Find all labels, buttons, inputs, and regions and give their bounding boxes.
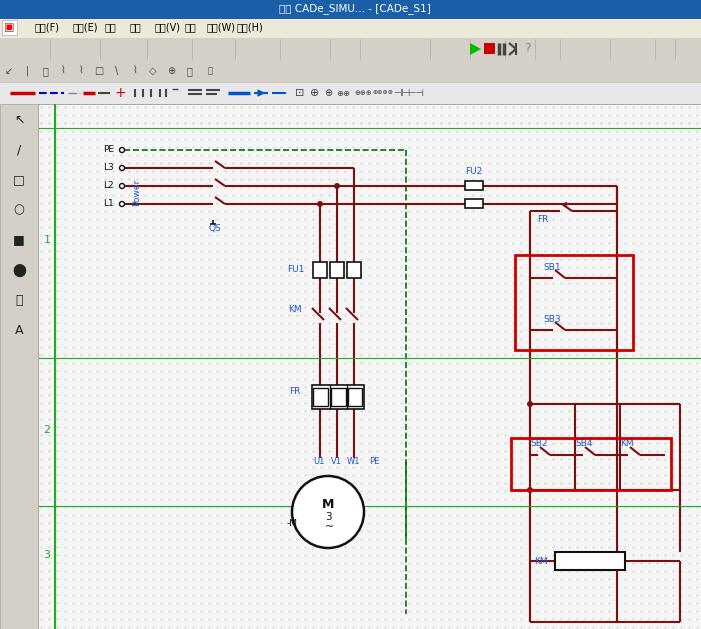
Text: PE: PE (369, 457, 379, 467)
Text: 显示: 显示 (185, 22, 197, 32)
Bar (347, 262, 361, 278)
Circle shape (119, 165, 125, 170)
Circle shape (119, 184, 125, 189)
Circle shape (317, 201, 323, 207)
Bar (38, 104, 701, 629)
Bar (0, 82, 701, 104)
Bar (313, 388, 328, 406)
Bar (313, 262, 327, 278)
Text: ⎯: ⎯ (186, 66, 192, 76)
Circle shape (527, 401, 533, 407)
Text: ◇: ◇ (149, 66, 157, 76)
Text: ⌒: ⌒ (42, 66, 48, 76)
Text: ⌇: ⌇ (132, 66, 137, 76)
Text: M: M (322, 498, 334, 511)
Text: FR: FR (537, 216, 548, 225)
Text: ⊡: ⊡ (295, 88, 305, 98)
Circle shape (527, 487, 533, 493)
Circle shape (119, 201, 125, 206)
Text: 关于 CADe_SIMU... - [CADe_S1]: 关于 CADe_SIMU... - [CADe_S1] (279, 4, 431, 14)
Text: -M: -M (287, 520, 298, 528)
Text: SB1: SB1 (543, 262, 561, 272)
Bar (0, 19, 701, 38)
Text: ~: ~ (325, 522, 334, 532)
Text: A: A (15, 323, 23, 337)
Text: FR: FR (289, 387, 300, 396)
Text: |: | (25, 66, 29, 76)
Text: SB2: SB2 (530, 438, 547, 447)
Text: U1: U1 (313, 457, 325, 467)
Text: ⊢⊣: ⊢⊣ (407, 88, 425, 98)
Text: ↖: ↖ (14, 113, 25, 126)
Text: Power: Power (132, 179, 142, 206)
Bar (312, 385, 364, 409)
Bar (0, 60, 701, 82)
Bar (0, 104, 38, 629)
Text: ⌇: ⌇ (79, 66, 83, 76)
Circle shape (119, 147, 125, 152)
Bar (0, 0, 701, 19)
Text: □: □ (13, 174, 25, 187)
Text: 2: 2 (43, 425, 50, 435)
Text: W1: W1 (346, 457, 360, 467)
Text: KM: KM (534, 557, 548, 565)
Text: ⬤: ⬤ (12, 264, 26, 277)
Polygon shape (470, 43, 481, 55)
Text: ↙: ↙ (5, 66, 13, 76)
Text: 查看(V): 查看(V) (155, 22, 181, 32)
Text: ▣: ▣ (4, 22, 14, 32)
Circle shape (292, 476, 364, 548)
Text: SB3: SB3 (543, 314, 561, 323)
Text: QS: QS (209, 223, 222, 233)
Text: FU2: FU2 (465, 167, 482, 175)
Text: ⊣⊢: ⊣⊢ (393, 88, 411, 98)
Bar (555, 552, 625, 570)
Text: +: + (114, 86, 125, 100)
Text: ⊕: ⊕ (167, 66, 175, 76)
Text: 帮助(H): 帮助(H) (237, 22, 264, 32)
Text: ⊕⊕: ⊕⊕ (336, 89, 350, 97)
Bar (515, 255, 633, 350)
Text: /: / (17, 143, 21, 157)
Bar (484, 43, 495, 54)
Text: SB4: SB4 (575, 438, 592, 447)
Text: FU1: FU1 (287, 265, 305, 274)
Text: V1: V1 (330, 457, 341, 467)
Text: PE: PE (103, 145, 114, 155)
Text: KM: KM (288, 306, 302, 314)
Text: ⊕⊕⊕: ⊕⊕⊕ (354, 90, 372, 96)
Text: 窗口(W): 窗口(W) (207, 22, 236, 32)
Bar (331, 388, 346, 406)
Bar (330, 262, 344, 278)
Text: 1: 1 (43, 235, 50, 245)
Text: ⌇: ⌇ (60, 66, 65, 76)
Circle shape (334, 183, 340, 189)
Text: ○: ○ (13, 204, 25, 216)
Text: 绘图: 绘图 (105, 22, 117, 32)
Text: 编辑(E): 编辑(E) (73, 22, 99, 32)
Text: 文件(F): 文件(F) (35, 22, 60, 32)
Bar (465, 199, 483, 208)
Text: 模拟: 模拟 (130, 22, 142, 32)
Text: KM: KM (620, 438, 634, 447)
Text: 3: 3 (43, 550, 50, 560)
Text: \: \ (116, 66, 118, 76)
Text: 🖊: 🖊 (15, 294, 22, 306)
Text: L2: L2 (103, 182, 114, 191)
Bar (348, 388, 362, 406)
Bar (511, 438, 671, 490)
Text: ■: ■ (13, 233, 25, 247)
Bar (2, 20, 17, 35)
Text: 3: 3 (325, 512, 332, 522)
Text: ?: ? (524, 43, 531, 55)
Text: □: □ (95, 66, 104, 76)
Text: L1: L1 (103, 199, 114, 208)
Text: ⊕⊕⊕⊕: ⊕⊕⊕⊕ (372, 91, 393, 96)
Bar (465, 181, 483, 190)
Text: ⊕: ⊕ (311, 88, 320, 98)
Text: ⊕: ⊕ (324, 88, 332, 98)
Text: ⎯: ⎯ (207, 67, 212, 75)
Bar (0, 38, 701, 60)
Text: L3: L3 (103, 164, 114, 172)
